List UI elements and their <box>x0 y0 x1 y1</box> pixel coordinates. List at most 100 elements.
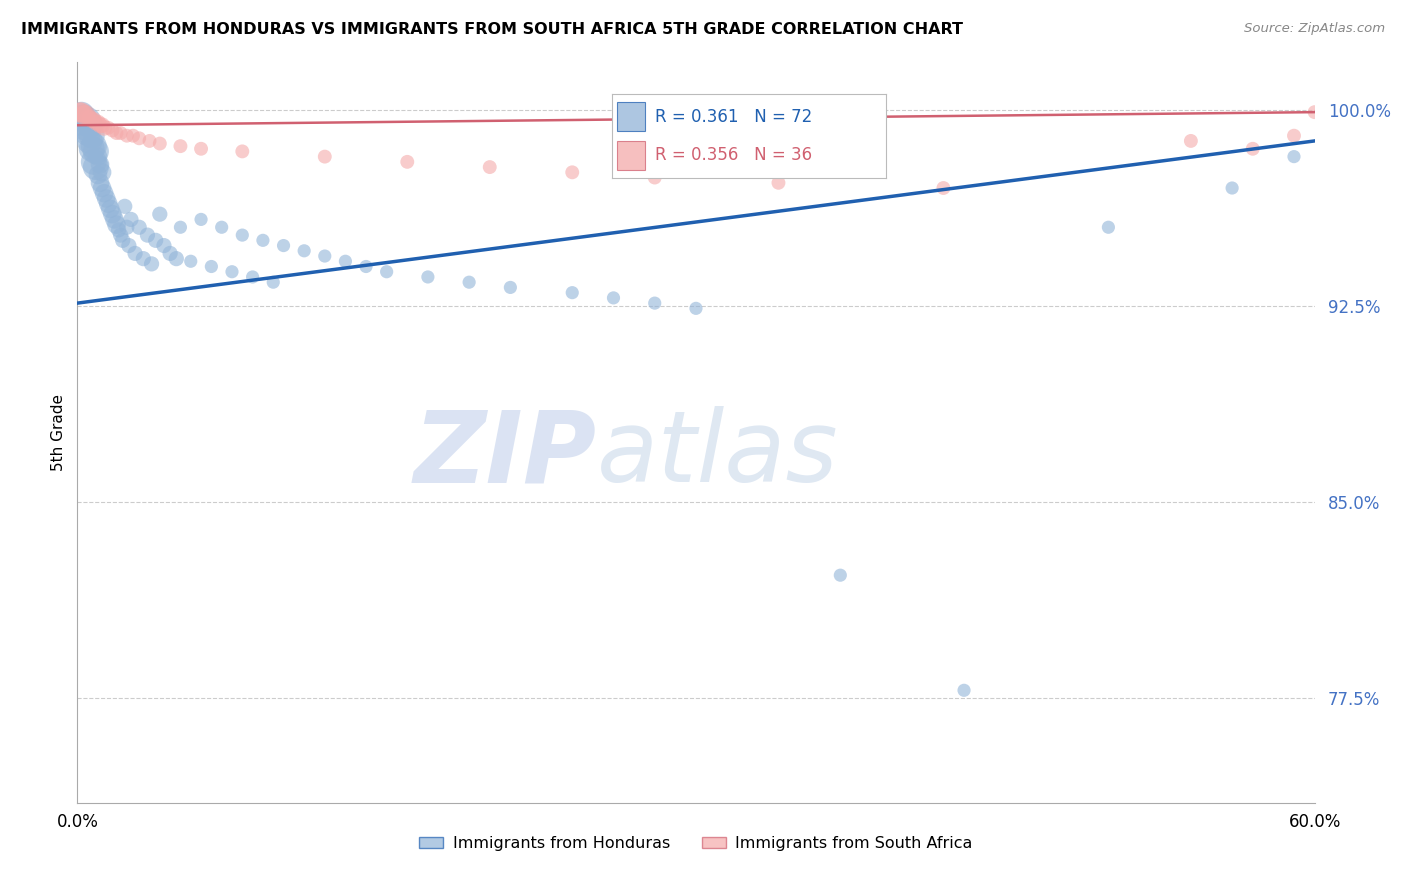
Point <box>231 228 253 243</box>
Point <box>76 111 98 125</box>
Point <box>1220 181 1243 195</box>
Point <box>221 265 243 279</box>
Point <box>242 269 264 284</box>
Point <box>79 111 101 125</box>
Point <box>1303 105 1326 120</box>
Point <box>354 260 377 274</box>
Point <box>97 120 120 135</box>
Point <box>561 285 583 300</box>
Point <box>396 154 419 169</box>
Point <box>103 212 125 227</box>
Point <box>644 170 666 185</box>
Point <box>110 126 132 140</box>
Point <box>149 136 172 151</box>
Point <box>91 165 114 179</box>
Point <box>89 118 111 132</box>
Bar <box>617 141 644 169</box>
Point <box>169 220 191 235</box>
Text: R = 0.356   N = 36: R = 0.356 N = 36 <box>655 145 813 163</box>
Legend: Immigrants from Honduras, Immigrants from South Africa: Immigrants from Honduras, Immigrants fro… <box>413 830 979 858</box>
Point <box>644 296 666 310</box>
Point <box>70 108 93 122</box>
Point <box>75 108 97 122</box>
Point <box>273 238 295 252</box>
Text: R = 0.361   N = 72: R = 0.361 N = 72 <box>655 109 813 127</box>
Point <box>180 254 202 268</box>
Point <box>91 181 114 195</box>
Point <box>76 113 98 128</box>
Point <box>128 131 150 145</box>
Point <box>110 228 132 243</box>
Point <box>72 111 94 125</box>
Point <box>499 280 522 294</box>
Point <box>111 233 134 247</box>
Point <box>953 683 976 698</box>
Point <box>67 115 90 129</box>
Point <box>1282 150 1305 164</box>
Point <box>335 254 357 268</box>
Point <box>89 176 111 190</box>
Point <box>67 105 90 120</box>
Point <box>141 257 163 271</box>
Point <box>211 220 233 235</box>
Point <box>84 145 107 159</box>
Point <box>602 291 624 305</box>
Point <box>97 196 120 211</box>
Point <box>200 260 222 274</box>
Point <box>91 118 114 132</box>
Point <box>314 249 336 263</box>
Point <box>830 568 852 582</box>
Point <box>87 168 110 182</box>
Point <box>124 246 146 260</box>
Point <box>128 220 150 235</box>
Point <box>70 105 93 120</box>
Point <box>190 142 212 156</box>
Point <box>122 128 145 143</box>
Point <box>561 165 583 179</box>
Point <box>80 128 103 143</box>
Point <box>83 154 105 169</box>
Point <box>231 145 253 159</box>
Point <box>153 238 176 252</box>
Point <box>932 181 955 195</box>
Point <box>416 269 439 284</box>
Point <box>120 212 142 227</box>
Point <box>84 115 107 129</box>
Point <box>101 123 124 137</box>
Bar <box>617 103 644 131</box>
Point <box>105 126 128 140</box>
Point <box>165 252 187 266</box>
Point <box>115 220 138 235</box>
Point <box>83 113 105 128</box>
Y-axis label: 5th Grade: 5th Grade <box>51 394 66 471</box>
Point <box>1282 128 1305 143</box>
Point <box>114 199 136 213</box>
Point <box>685 301 707 316</box>
Point <box>458 275 481 289</box>
Point <box>115 128 138 143</box>
Point <box>262 275 284 289</box>
Text: atlas: atlas <box>598 407 838 503</box>
Point <box>149 207 172 221</box>
Point <box>89 157 111 171</box>
Point <box>375 265 398 279</box>
Point <box>79 118 101 132</box>
Point <box>76 126 98 140</box>
Point <box>1097 220 1119 235</box>
Point <box>83 139 105 153</box>
Point <box>292 244 315 258</box>
Point <box>96 192 118 206</box>
Point <box>768 176 790 190</box>
Point <box>145 233 167 247</box>
Point <box>107 223 129 237</box>
Point <box>159 246 181 260</box>
Point <box>101 207 124 221</box>
Point <box>169 139 191 153</box>
Point <box>87 150 110 164</box>
Text: ZIP: ZIP <box>413 407 598 503</box>
Text: IMMIGRANTS FROM HONDURAS VS IMMIGRANTS FROM SOUTH AFRICA 5TH GRADE CORRELATION C: IMMIGRANTS FROM HONDURAS VS IMMIGRANTS F… <box>21 22 963 37</box>
Point <box>252 233 274 247</box>
Point <box>80 113 103 128</box>
Point <box>84 160 107 174</box>
Point <box>93 186 115 201</box>
